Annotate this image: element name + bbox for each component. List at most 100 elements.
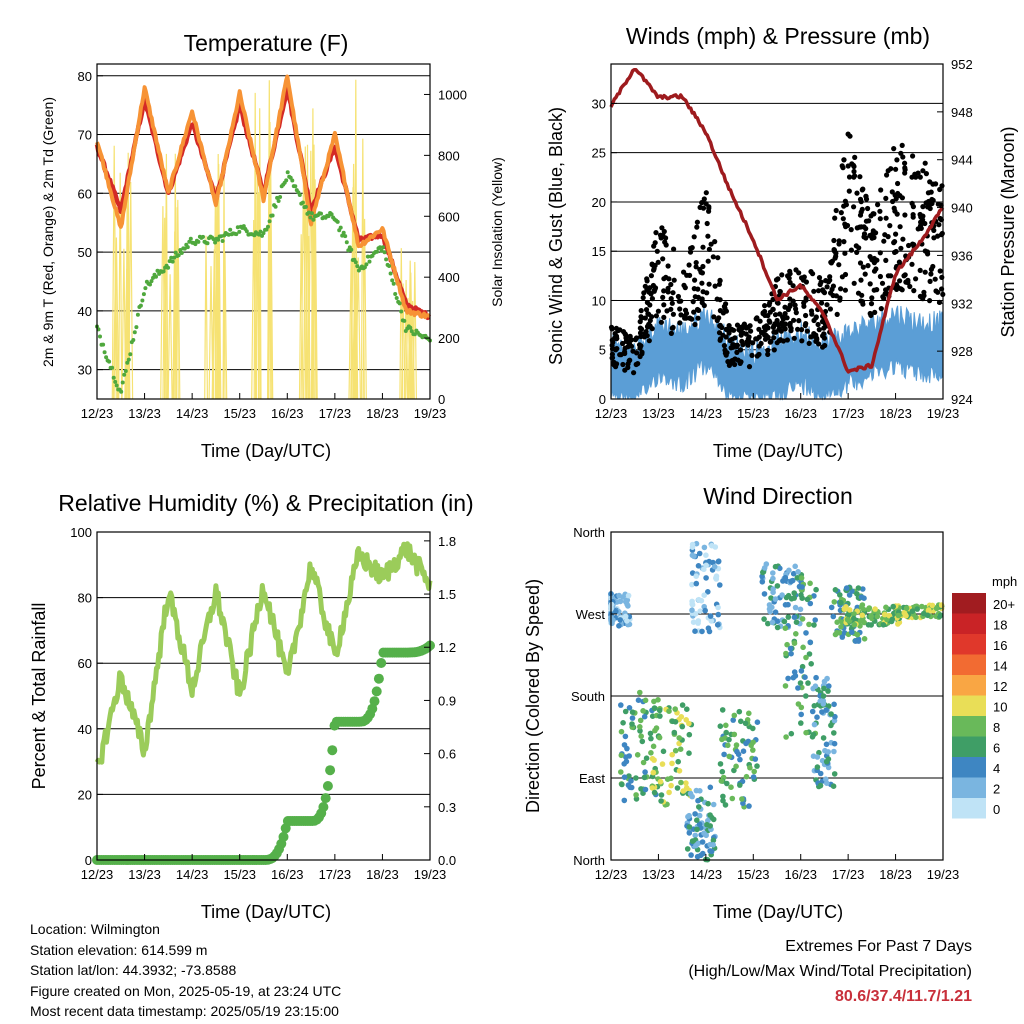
x-tick-label: 16/23	[271, 406, 304, 421]
gust-point	[854, 225, 860, 231]
x-tick-label: 15/23	[737, 867, 770, 882]
direction-point	[839, 634, 846, 640]
direction-point	[817, 782, 824, 789]
direction-point	[655, 697, 661, 703]
dewpoint-point	[306, 210, 311, 215]
gust-point	[663, 235, 669, 241]
dewpoint-point	[364, 262, 369, 267]
gust-point	[895, 180, 901, 187]
gust-point	[901, 273, 907, 279]
direction-point	[858, 594, 865, 600]
gust-point	[739, 338, 745, 344]
dewpoint-point	[276, 199, 281, 203]
y-tick-label: 30	[78, 363, 92, 378]
direction-point	[750, 747, 756, 753]
direction-point	[638, 733, 644, 739]
gust-point	[692, 321, 698, 328]
humidity-line	[94, 541, 433, 765]
gust-point	[700, 205, 707, 211]
gust-point	[657, 232, 664, 238]
y-tick-label: 20	[592, 195, 606, 210]
gust-point	[841, 157, 847, 163]
direction-point	[609, 620, 615, 627]
gust-point	[770, 296, 776, 303]
y2-tick-label: 940	[951, 201, 973, 216]
direction-point	[750, 739, 756, 746]
gust-point	[771, 347, 777, 353]
gust-point	[668, 296, 674, 302]
direction-point	[621, 774, 628, 780]
gust-point	[782, 326, 788, 332]
direction-point	[628, 778, 634, 784]
dewpoint-point	[275, 195, 280, 200]
direction-point	[707, 613, 714, 619]
gust-point	[834, 311, 840, 317]
gust-point	[682, 313, 688, 319]
gust-point	[760, 311, 766, 317]
y-tick-label: 5	[599, 343, 606, 358]
direction-point	[660, 748, 667, 755]
dewpoint-point	[378, 245, 383, 250]
gust-point	[622, 349, 628, 355]
y2-tick-label: 1.5	[438, 587, 456, 602]
gust-point	[897, 224, 903, 230]
direction-point	[831, 740, 838, 747]
direction-point	[810, 731, 817, 738]
gust-point	[868, 301, 875, 307]
gust-point	[772, 329, 779, 335]
y-tick-label: 25	[592, 146, 606, 161]
gust-point	[711, 314, 717, 320]
gust-point	[920, 296, 926, 302]
gust-point	[623, 338, 629, 344]
gust-point	[845, 131, 851, 137]
gust-point	[731, 357, 737, 363]
gust-point	[723, 301, 729, 307]
direction-point	[791, 595, 797, 601]
direction-point	[844, 616, 851, 623]
direction-point	[689, 607, 695, 613]
gust-point	[820, 333, 826, 339]
dewpoint-point	[393, 292, 398, 296]
direction-point	[651, 705, 658, 711]
direction-point	[695, 840, 702, 847]
gust-point	[848, 247, 855, 253]
gust-point	[622, 367, 628, 373]
gust-point	[691, 234, 697, 240]
direction-point	[642, 769, 648, 775]
direction-point	[845, 612, 852, 618]
gust-point	[902, 160, 908, 166]
precip-point	[325, 765, 336, 776]
gust-point	[703, 190, 709, 196]
dewpoint-point	[290, 178, 295, 183]
x-tick-label: 12/23	[595, 406, 628, 421]
gust-point	[906, 242, 912, 249]
humidity-ylabel-left: Percent & Total Rainfall	[29, 603, 49, 790]
direction-point	[792, 563, 798, 570]
gust-point	[790, 283, 796, 289]
direction-point	[689, 541, 696, 548]
direction-point	[812, 617, 818, 623]
direction-point	[919, 603, 925, 610]
direction-point	[798, 711, 804, 718]
winds-panel: Winds (mph) & Pressure (mb) 12/23 13/23 14…	[546, 23, 1018, 461]
direction-point	[703, 552, 709, 558]
direction-point	[640, 759, 647, 766]
direction-point	[686, 750, 692, 756]
legend-swatch	[952, 593, 986, 614]
gust-point	[653, 313, 660, 319]
gust-point	[651, 266, 657, 272]
gust-point	[885, 168, 891, 174]
precip-point	[322, 781, 333, 791]
y-tick-label: 60	[78, 186, 92, 201]
direction-point	[613, 608, 619, 615]
dewpoint-point	[234, 232, 239, 237]
direction-point	[803, 654, 809, 661]
gust-point	[878, 187, 884, 193]
y-tick-label: 60	[78, 656, 92, 671]
gust-point	[878, 306, 884, 312]
dewpoint-point	[226, 232, 231, 237]
direction-point	[895, 621, 901, 627]
direction-point	[664, 776, 671, 782]
direction-point	[831, 701, 837, 708]
gust-point	[874, 287, 880, 293]
